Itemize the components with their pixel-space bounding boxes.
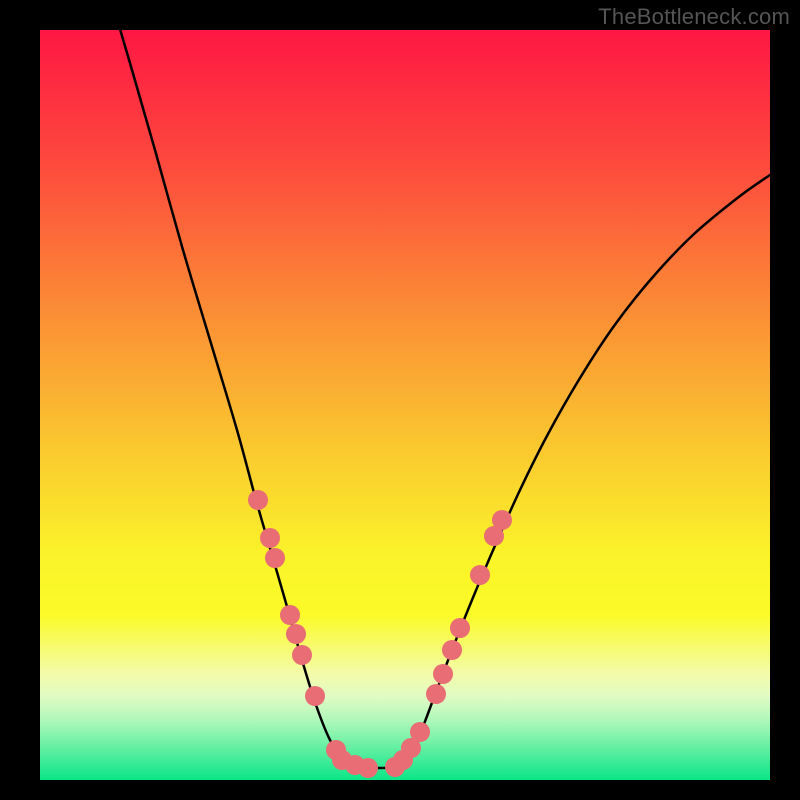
- data-marker: [265, 548, 285, 568]
- chart-stage: TheBottleneck.com: [0, 0, 800, 800]
- plot-area: [40, 30, 770, 780]
- data-marker: [248, 490, 268, 510]
- data-marker: [260, 528, 280, 548]
- data-marker: [358, 758, 378, 778]
- data-marker: [286, 624, 306, 644]
- chart-svg: [0, 0, 800, 800]
- data-marker: [410, 722, 430, 742]
- data-marker: [292, 645, 312, 665]
- data-marker: [492, 510, 512, 530]
- data-marker: [280, 605, 300, 625]
- data-marker: [450, 618, 470, 638]
- watermark-text: TheBottleneck.com: [598, 4, 790, 30]
- data-marker: [470, 565, 490, 585]
- data-marker: [442, 640, 462, 660]
- data-marker: [305, 686, 325, 706]
- data-marker: [433, 664, 453, 684]
- data-marker: [426, 684, 446, 704]
